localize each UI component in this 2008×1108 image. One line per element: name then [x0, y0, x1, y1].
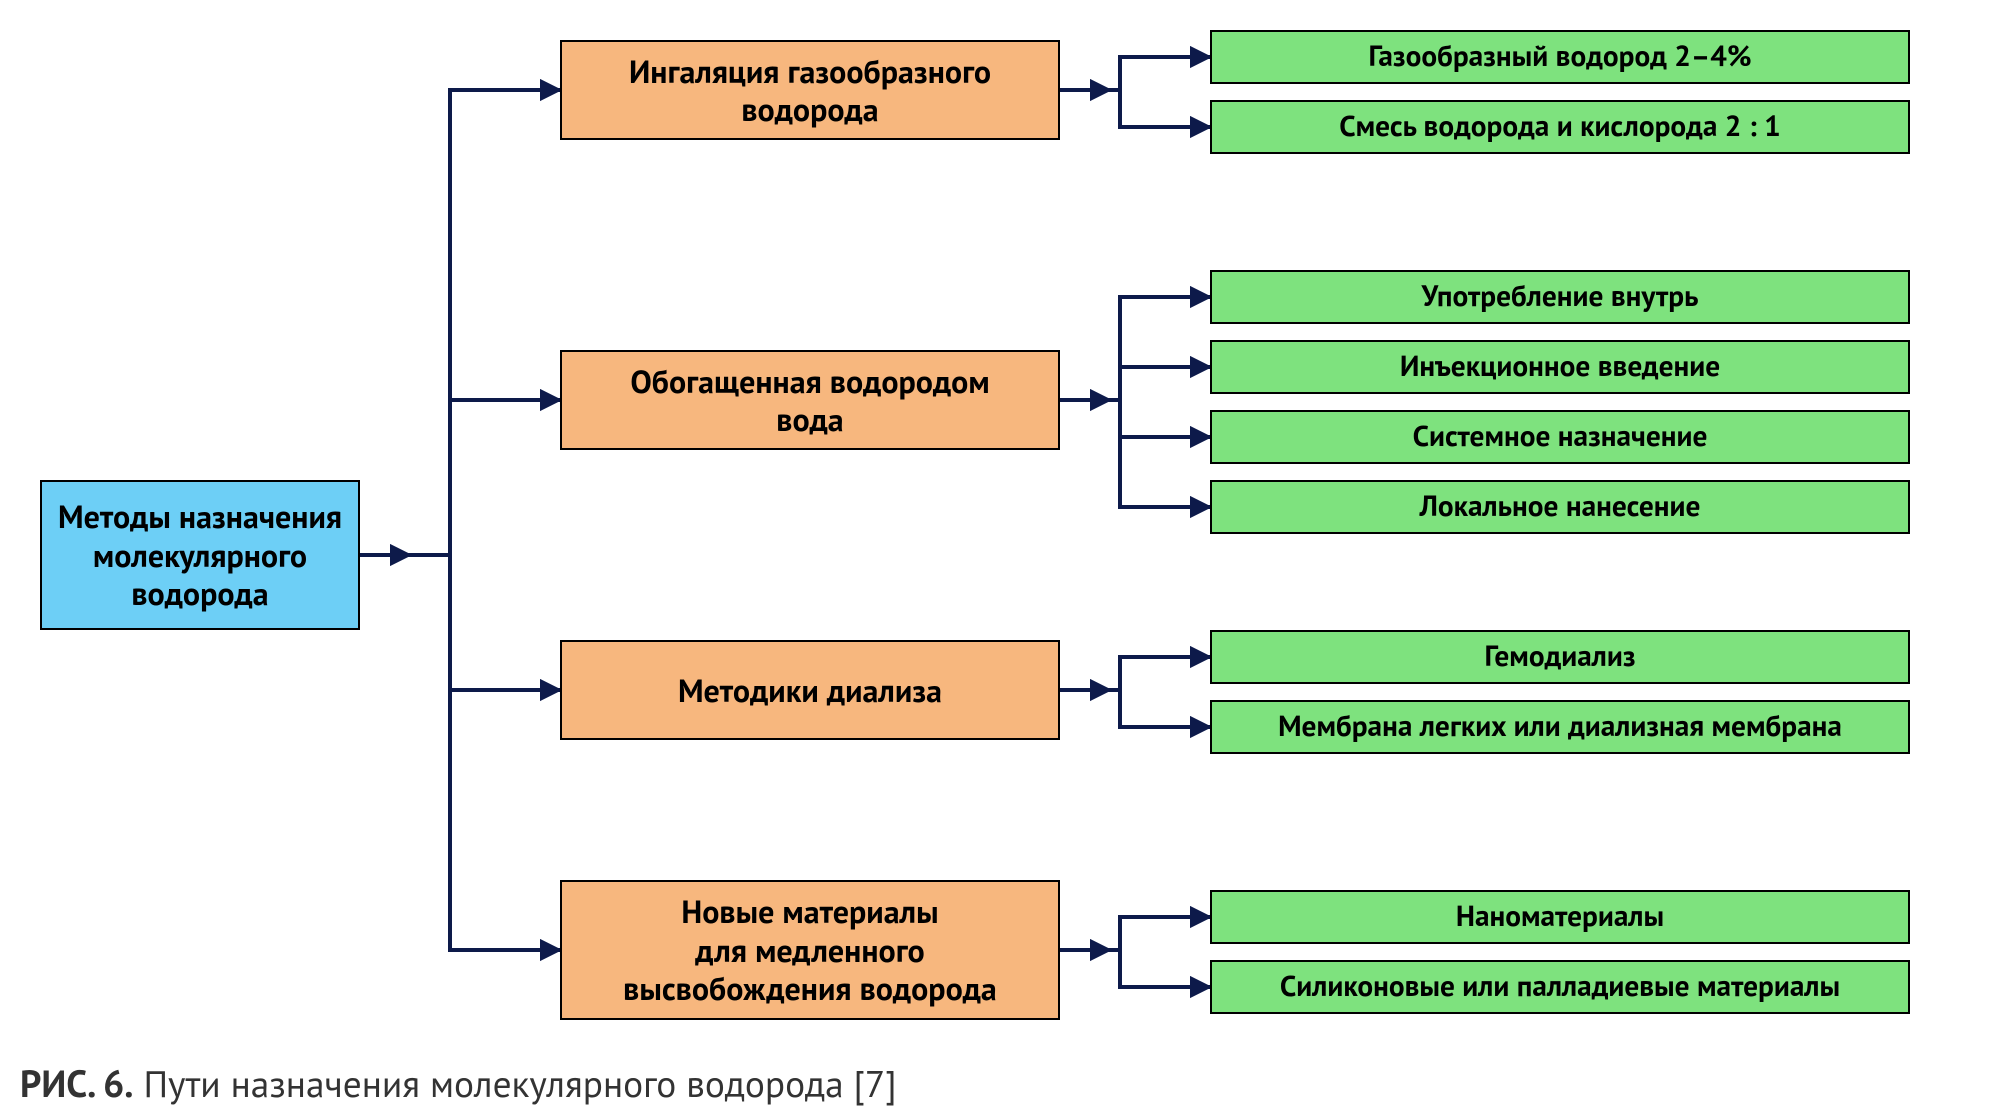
mid-node-m1-label: Ингаляция газообразного водорода: [629, 52, 991, 129]
leaf-node-l1b-label: Смесь водорода и кислорода 2 : 1: [1339, 109, 1781, 144]
caption-text: Пути назначения молекулярного водорода […: [133, 1060, 896, 1108]
diagram-stage: Методы назначения молекулярного водорода…: [0, 0, 2008, 1108]
mid-node-m1: Ингаляция газообразного водорода: [560, 40, 1060, 140]
leaf-node-l3a: Гемодиализ: [1210, 630, 1910, 684]
leaf-node-l3a-label: Гемодиализ: [1484, 639, 1635, 674]
leaf-node-l2c: Системное назначение: [1210, 410, 1910, 464]
leaf-node-l2b-label: Инъекционное введение: [1400, 349, 1720, 384]
mid-node-m2: Обогащенная водородом вода: [560, 350, 1060, 450]
mid-node-m3-label: Методики диализа: [678, 671, 942, 709]
leaf-node-l2a: Употребление внутрь: [1210, 270, 1910, 324]
leaf-node-l3b: Мембрана легких или диализная мембрана: [1210, 700, 1910, 754]
caption-prefix: РИС. 6.: [20, 1060, 133, 1108]
leaf-node-l1a: Газообразный водород 2–4%: [1210, 30, 1910, 84]
leaf-node-l1b: Смесь водорода и кислорода 2 : 1: [1210, 100, 1910, 154]
leaf-node-l1a-label: Газообразный водород 2–4%: [1368, 39, 1751, 74]
leaf-node-l4a-label: Наноматериалы: [1456, 899, 1664, 934]
leaf-node-l2c-label: Системное назначение: [1413, 419, 1708, 454]
mid-node-m3: Методики диализа: [560, 640, 1060, 740]
leaf-node-l2d: Локальное нанесение: [1210, 480, 1910, 534]
mid-node-m4-label: Новые материалы для медленного высвобожд…: [623, 892, 997, 1007]
leaf-node-l2d-label: Локальное нанесение: [1420, 489, 1701, 524]
leaf-node-l2a-label: Употребление внутрь: [1422, 279, 1699, 314]
leaf-node-l4b: Силиконовые или палладиевые материалы: [1210, 960, 1910, 1014]
leaf-node-l3b-label: Мембрана легких или диализная мембрана: [1278, 709, 1842, 744]
root-node: Методы назначения молекулярного водорода: [40, 480, 360, 630]
leaf-node-l2b: Инъекционное введение: [1210, 340, 1910, 394]
figure-caption: РИС. 6. Пути назначения молекулярного во…: [20, 1060, 897, 1108]
root-label: Методы назначения молекулярного водорода: [58, 497, 342, 612]
mid-node-m2-label: Обогащенная водородом вода: [630, 362, 989, 439]
leaf-node-l4a: Наноматериалы: [1210, 890, 1910, 944]
leaf-node-l4b-label: Силиконовые или палладиевые материалы: [1280, 969, 1840, 1004]
mid-node-m4: Новые материалы для медленного высвобожд…: [560, 880, 1060, 1020]
